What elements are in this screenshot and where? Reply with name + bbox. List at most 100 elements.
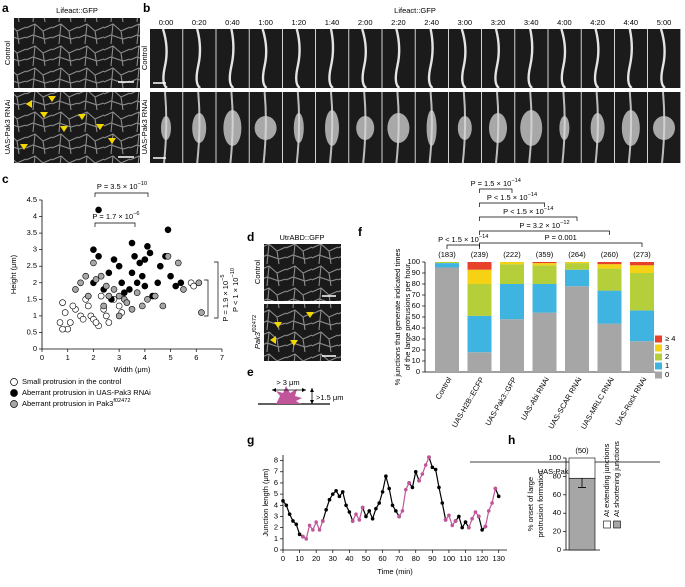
panel-label: f <box>358 225 363 239</box>
panel-title: Lifeact::GFP <box>394 6 436 15</box>
line-point <box>324 507 328 512</box>
scatter-point <box>82 272 90 280</box>
scatter-point <box>59 325 66 333</box>
line-point <box>443 518 448 522</box>
micrograph <box>14 18 140 88</box>
line-point <box>437 485 441 490</box>
protrusion-signal <box>192 113 207 143</box>
legend-label: Small protrusion in the control <box>22 377 122 386</box>
bar-segment <box>565 263 589 270</box>
y-axis-label: Height (μm) <box>9 254 18 294</box>
legend-swatch <box>655 371 662 379</box>
p-value-sup: −14 <box>479 234 489 240</box>
p-value-text: P = 3.2 × 10 <box>519 221 560 230</box>
legend-marker <box>10 378 18 386</box>
legend-label: 0 <box>665 370 669 379</box>
p-value-text: P < 1.5 × 10 <box>503 207 544 216</box>
scatter-point <box>180 286 187 293</box>
y-tick-label: 40 <box>412 323 420 332</box>
bar-segment <box>630 341 654 372</box>
scatter-point <box>95 252 102 260</box>
significance-bracket <box>479 230 610 235</box>
scatter-point <box>141 256 149 263</box>
line-point <box>291 519 295 523</box>
protrusion-signal <box>356 116 375 140</box>
scatter-point <box>123 299 131 306</box>
line-point <box>321 519 325 523</box>
time-label: 4:00 <box>557 18 572 27</box>
scatter-point <box>110 256 118 263</box>
p-value-sup: −10 <box>138 181 148 187</box>
bar-segment <box>568 457 596 479</box>
p-value-text: P = 1.5 × 10 <box>471 179 512 188</box>
x-tick-label: 80 <box>412 554 420 563</box>
count-label: (359) <box>536 250 554 259</box>
x-tick-label: 110 <box>460 554 472 563</box>
y-axis-label: protrusion formation <box>536 471 545 538</box>
y-axis-label: of the large protrusions per hour <box>403 263 412 370</box>
significance-bracket <box>479 188 513 193</box>
significance-bracket <box>94 192 149 197</box>
legend-swatch <box>655 344 662 352</box>
y-tick-label: 20 <box>553 527 561 536</box>
scatter-point <box>61 309 69 316</box>
scatter-point <box>198 309 205 316</box>
x-tick-label: 4 <box>143 353 147 362</box>
scatter-point <box>190 282 198 290</box>
panel-label: a <box>2 1 9 15</box>
row-label: UAS-Pak3 RNAi <box>3 99 12 154</box>
p-value: P = 1.5 × 10−14 <box>471 178 521 188</box>
y-tick-label: 80 <box>412 279 420 288</box>
panel-title: UtrABD::GFP <box>279 233 324 242</box>
y-tick-label: 20 <box>412 345 420 354</box>
y-tick-label: 3 <box>33 245 37 254</box>
panel-label: d <box>247 230 254 244</box>
junction-signal <box>394 28 401 89</box>
scatter-point <box>105 292 113 300</box>
legend-swatch <box>613 520 621 529</box>
x-tick-label: UAS-Pak3::GFP <box>483 375 518 427</box>
protrusion-signal <box>590 113 605 143</box>
scatter-point <box>128 269 136 277</box>
junction-signal <box>494 28 500 89</box>
line-point <box>483 524 488 529</box>
y-tick-label: 2.5 <box>27 261 37 270</box>
scatter-point <box>172 282 180 290</box>
count-label: (50) <box>575 446 589 455</box>
line-point <box>350 519 355 523</box>
protrusion-signal <box>426 110 437 146</box>
x-tick-label: 1 <box>66 353 70 362</box>
protrusion-signal <box>293 113 304 143</box>
scatter-point <box>126 286 133 293</box>
line-point <box>387 486 391 491</box>
line-point <box>294 522 299 527</box>
significance-bracket <box>479 202 545 207</box>
y-tick-label: 3.5 <box>27 228 37 237</box>
line-point <box>453 519 458 523</box>
line-point <box>287 512 292 517</box>
junction-signal <box>228 28 235 89</box>
scatter-point <box>136 259 144 267</box>
protrusion-signal <box>387 113 410 143</box>
y-tick-label: 3 <box>274 511 278 520</box>
legend-label: At shortening junctions <box>612 441 621 517</box>
x-tick-label: 50 <box>362 554 370 563</box>
scatter-point <box>102 282 110 290</box>
panel-label: b <box>143 1 150 15</box>
junction-signal <box>460 28 467 89</box>
x-tick-label: 6 <box>194 353 198 362</box>
bar-segment <box>532 284 557 313</box>
time-label: 3:00 <box>457 18 472 27</box>
scatter-point <box>100 302 108 310</box>
line-point <box>457 514 461 519</box>
time-label: 1:40 <box>325 18 340 27</box>
protrusion-signal <box>223 110 242 146</box>
legend-swatch <box>655 335 662 343</box>
x-tick-label: 10 <box>295 554 303 563</box>
y-tick-label: 4 <box>274 500 278 509</box>
line-point <box>354 512 358 517</box>
p-value: P < 1.5 × 10−14 <box>487 192 537 202</box>
line-point <box>473 510 478 514</box>
scatter-point <box>133 289 141 297</box>
scatter-point <box>154 279 162 287</box>
